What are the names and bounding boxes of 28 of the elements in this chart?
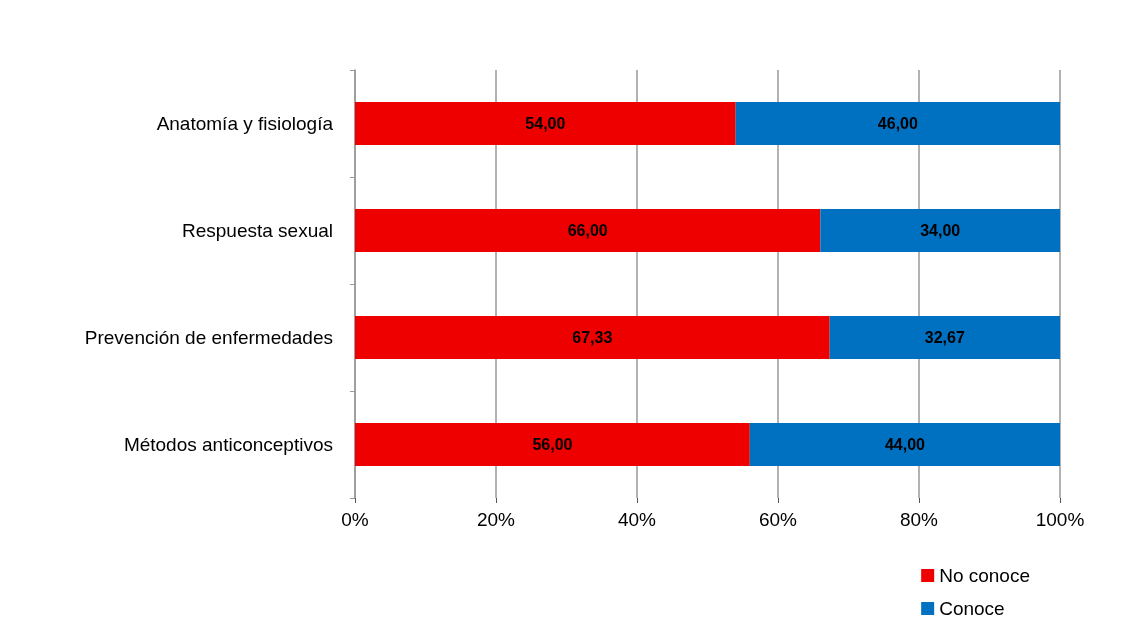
bar [749, 423, 1060, 466]
data-label: 44,00 [884, 436, 926, 453]
data-label: 34,00 [920, 222, 961, 239]
data-label: 32,67 [924, 329, 965, 346]
legend-label: No conoce [939, 565, 1031, 586]
bar [355, 423, 750, 466]
x-tick-label: 0% [341, 509, 369, 530]
data-label: 67,33 [572, 329, 613, 346]
data-label: 46,00 [877, 115, 918, 132]
bar [735, 102, 1060, 145]
data-label: 66,00 [567, 222, 608, 239]
y-tick-label: Métodos anticonceptivos [123, 434, 333, 455]
x-tick-label: 100% [1035, 509, 1085, 530]
bar [829, 316, 1060, 359]
x-tick-label: 60% [758, 509, 798, 530]
bar [355, 209, 821, 252]
y-tick-label: Prevención de enfermedades [84, 327, 333, 348]
legend-label: Conoce [939, 598, 1005, 619]
bar [355, 102, 736, 145]
data-label: 56,00 [532, 436, 573, 453]
bar [820, 209, 1060, 252]
bar [355, 316, 830, 359]
x-tick-label: 20% [476, 509, 516, 530]
data-label: 54,00 [525, 115, 566, 132]
y-tick-label: Anatomía y fisiología [156, 113, 334, 134]
y-tick-label: Respuesta sexual [181, 220, 333, 241]
x-tick-label: 40% [617, 509, 657, 530]
x-tick-label: 80% [899, 509, 939, 530]
